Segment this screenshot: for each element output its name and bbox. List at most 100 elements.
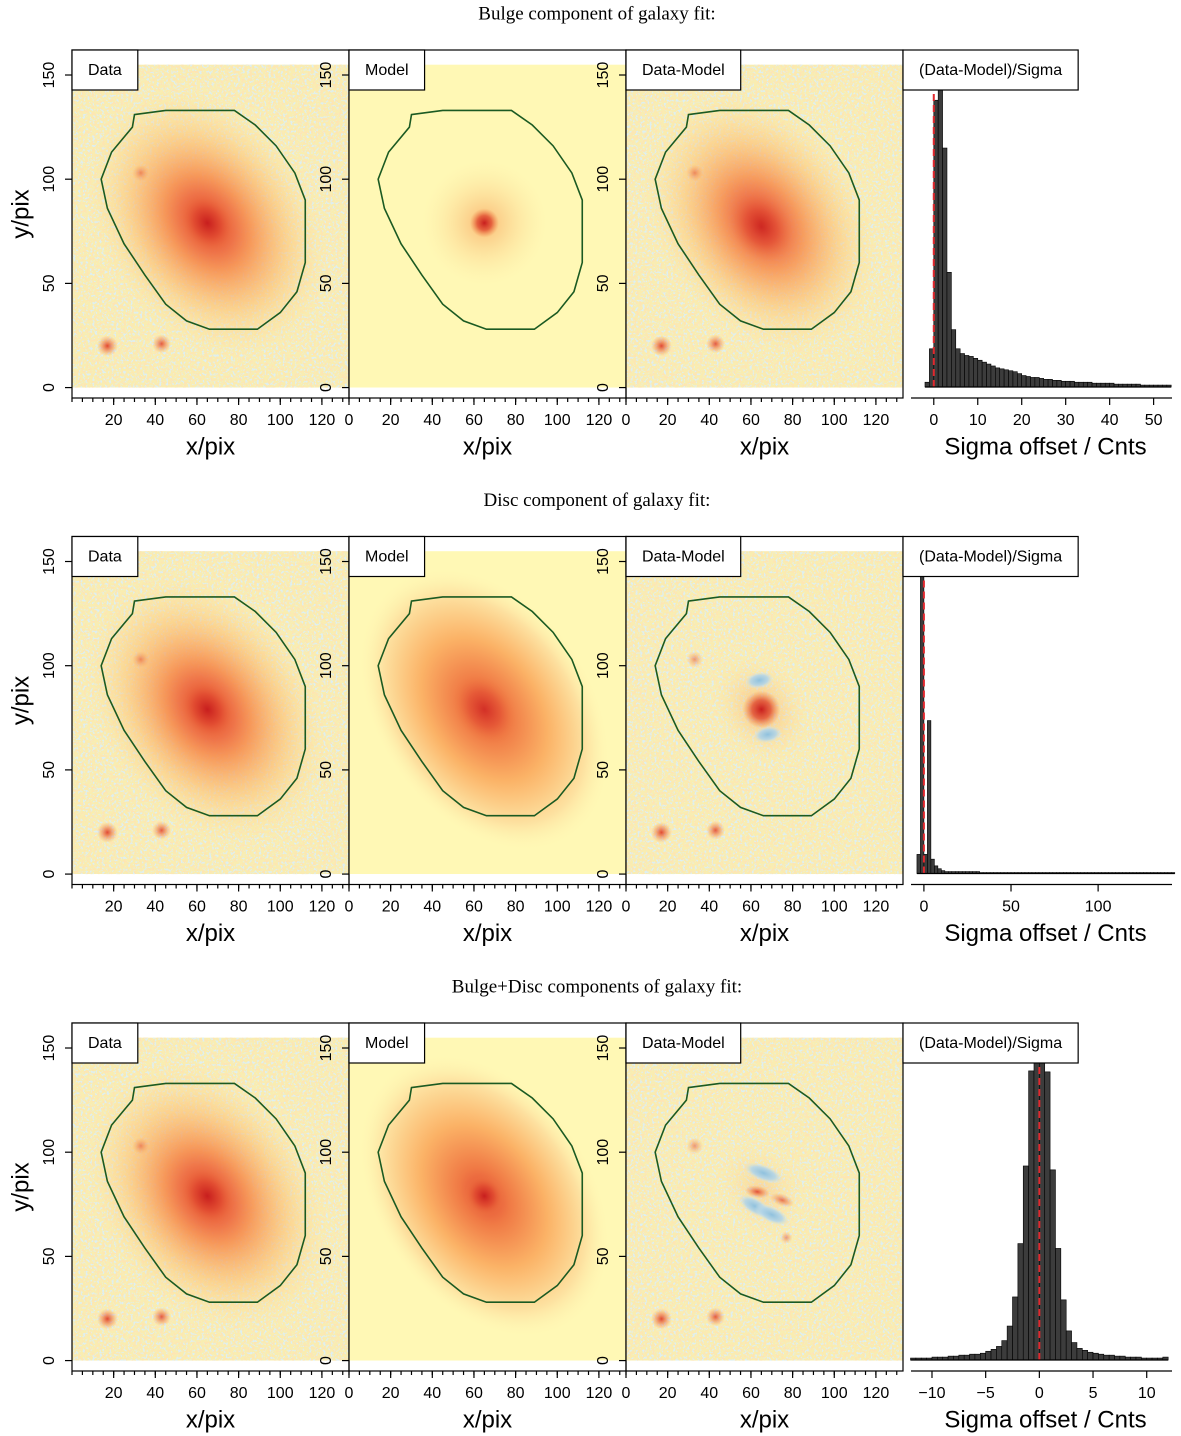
y-tick-label: 50 xyxy=(318,761,335,779)
panel-label-box xyxy=(902,1022,1079,1064)
y-tick-label: 100 xyxy=(41,166,58,193)
x-axis-label: x/pix xyxy=(463,433,512,460)
x-tick-label: 100 xyxy=(267,899,294,916)
galaxy-light xyxy=(152,820,171,840)
bar xyxy=(1021,375,1027,388)
y-tick-label: 150 xyxy=(595,62,612,89)
x-axis-label: x/pix xyxy=(186,1406,235,1433)
x-tick-label: 100 xyxy=(544,412,571,429)
panel-label: Data-Model xyxy=(642,549,725,566)
y-axis-label: y/pix xyxy=(7,676,34,725)
contour xyxy=(377,596,584,817)
panel-label-box xyxy=(71,49,139,91)
x-tick-label: 40 xyxy=(423,412,441,429)
x-tick-label: 100 xyxy=(267,412,294,429)
panel-label-box xyxy=(71,1022,139,1064)
bar xyxy=(1034,377,1040,388)
y-tick-label: 100 xyxy=(318,166,335,193)
bar xyxy=(959,353,965,388)
y-tick-label: 0 xyxy=(595,1356,612,1365)
panel-label: (Data-Model)/Sigma xyxy=(919,1035,1062,1052)
x-tick-label: −5 xyxy=(977,1385,995,1402)
bar xyxy=(974,1353,981,1361)
bar xyxy=(996,1346,1003,1361)
panel-label-box xyxy=(625,49,742,91)
image xyxy=(626,551,903,875)
x-tick-label: 120 xyxy=(309,412,336,429)
panel-label: Data-Model xyxy=(642,1035,725,1052)
image xyxy=(72,551,349,875)
panel-label: (Data-Model)/Sigma xyxy=(919,62,1062,79)
bar xyxy=(1071,1342,1078,1361)
bars xyxy=(924,50,1172,388)
bar xyxy=(1025,376,1031,388)
bar xyxy=(1078,381,1084,388)
y-tick-label: 150 xyxy=(318,1035,335,1062)
galaxy-light xyxy=(686,651,704,668)
x-tick-label: 120 xyxy=(309,899,336,916)
y-tick-label: 50 xyxy=(41,274,58,292)
panel-label: Data xyxy=(88,549,122,566)
x-tick-label: 80 xyxy=(230,1385,248,1402)
bar xyxy=(963,1354,970,1361)
x-tick-label: 100 xyxy=(821,899,848,916)
image-panel: Data-Model 0 20 40 60 80 100 120 0 50 100 150 x/pix xyxy=(595,1022,904,1433)
bar xyxy=(937,61,943,388)
panel-label: Data xyxy=(88,62,122,79)
galaxy-light xyxy=(152,334,171,354)
galaxy-light xyxy=(780,1231,793,1244)
galaxy-light xyxy=(132,651,150,668)
galaxy-light xyxy=(743,1162,784,1184)
bar xyxy=(1060,1299,1067,1361)
bar xyxy=(937,868,942,874)
x-tick-label: 10 xyxy=(969,412,987,429)
x-axis-label: Sigma offset / Cnts xyxy=(944,433,1146,460)
galaxy-light xyxy=(650,821,672,843)
image xyxy=(72,64,349,388)
y-tick-label: 150 xyxy=(318,548,335,575)
panel-label: Data xyxy=(88,1035,122,1052)
x-tick-label: 120 xyxy=(309,1385,336,1402)
image xyxy=(626,64,903,388)
x-tick-label: 40 xyxy=(423,899,441,916)
image xyxy=(349,1037,626,1361)
bar xyxy=(1087,381,1093,388)
panel-label: (Data-Model)/Sigma xyxy=(919,549,1062,566)
galaxy-light xyxy=(770,1192,795,1208)
x-tick-label: 60 xyxy=(742,1385,760,1402)
bar xyxy=(930,858,935,874)
galaxy-light xyxy=(96,335,118,357)
x-tick-label: 60 xyxy=(465,1385,483,1402)
bar xyxy=(999,368,1005,388)
y-tick-label: 100 xyxy=(595,652,612,679)
galaxy-light xyxy=(744,1185,770,1199)
image-panel: Data-Model 0 20 40 60 80 100 120 0 50 100 150 x/pix xyxy=(595,535,904,947)
row-title: Disc component of galaxy fit: xyxy=(484,490,711,511)
galaxy-light xyxy=(706,820,725,840)
bar xyxy=(955,348,961,388)
image-panel: Data 20 40 60 80 100 120 0 50 100 150 x/pix y/pix xyxy=(7,1022,350,1433)
galaxy-light xyxy=(152,1307,171,1327)
x-tick-label: 80 xyxy=(230,412,248,429)
x-axis-label: x/pix xyxy=(740,1406,789,1433)
bar xyxy=(964,355,970,388)
bar xyxy=(980,1352,986,1361)
x-tick-label: 0 xyxy=(345,1385,354,1402)
bar xyxy=(1081,1349,1088,1361)
histogram-panel: 0 50 100 (Data-Model)/Sigma Sigma offset / C… xyxy=(902,535,1176,947)
x-tick-label: 80 xyxy=(784,899,802,916)
panel-label-box xyxy=(625,535,742,578)
x-tick-label: 0 xyxy=(622,1385,631,1402)
x-tick-label: 0 xyxy=(622,412,631,429)
bar xyxy=(1052,380,1058,388)
x-tick-label: 0 xyxy=(345,899,354,916)
bar xyxy=(968,356,974,388)
x-tick-label: 10 xyxy=(1138,1385,1156,1402)
x-tick-label: 120 xyxy=(863,899,890,916)
bar xyxy=(1008,370,1014,388)
galaxy-light xyxy=(686,164,704,182)
y-tick-label: 100 xyxy=(595,166,612,193)
bar xyxy=(1012,371,1018,388)
x-tick-label: 40 xyxy=(146,1385,164,1402)
